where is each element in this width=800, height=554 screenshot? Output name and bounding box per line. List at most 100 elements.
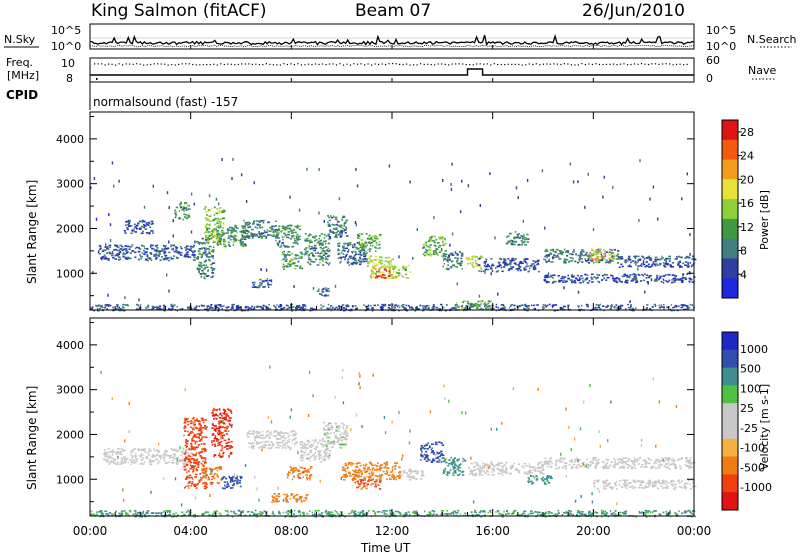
power-cell [197, 268, 200, 270]
power-speckle [354, 221, 357, 224]
power-cell [284, 260, 288, 262]
power-cell [523, 234, 525, 236]
power-cell [515, 268, 518, 270]
velocity-cell [297, 476, 300, 479]
power-cell [512, 266, 515, 268]
velocity-cell [224, 418, 228, 421]
power-cell [342, 216, 345, 219]
velocity-cell [385, 473, 388, 475]
nave-dot [279, 64, 281, 66]
power-speckle [440, 248, 443, 252]
velocity-cell [140, 458, 144, 461]
power-cell [187, 307, 190, 310]
velocity-cell [164, 450, 166, 453]
power-cell [461, 253, 464, 256]
power-cell [376, 235, 378, 238]
power-cell [202, 304, 206, 307]
power-cell [212, 262, 216, 264]
power-speckle [334, 284, 337, 288]
velocity-cell [346, 425, 349, 427]
power-cell [202, 272, 205, 274]
power-cell [267, 221, 270, 223]
power-cell [380, 307, 384, 310]
power-cell [127, 245, 130, 248]
power-cell [564, 248, 566, 251]
velocity-cell [363, 484, 365, 487]
power-cell [563, 261, 567, 264]
power-cell [261, 220, 264, 222]
power-cell [534, 261, 537, 264]
power-cell [609, 254, 611, 256]
velocity-cell [367, 480, 370, 482]
power-cell [691, 281, 694, 283]
nave-dot [574, 64, 576, 66]
power-cell [207, 236, 209, 239]
velocity-cell [156, 454, 158, 456]
power-cell [103, 257, 105, 260]
power-cell [321, 250, 323, 253]
power-speckle [107, 293, 109, 297]
power-cell [616, 262, 620, 264]
power-cell [440, 255, 443, 257]
power-cell [322, 305, 325, 308]
power-cell [472, 256, 474, 259]
power-cell [665, 280, 668, 282]
power-cell [437, 246, 441, 248]
power-cell [184, 254, 186, 256]
power-cell [610, 306, 612, 308]
velocity-cell [315, 446, 318, 448]
power-cell [213, 214, 216, 216]
power-cell [339, 306, 342, 309]
power-cell [322, 264, 324, 266]
velocity-cell [169, 455, 172, 457]
power-cell [573, 281, 577, 284]
velocity-cell [228, 455, 230, 458]
velocity-cell [256, 436, 259, 439]
velocity-cell [220, 456, 223, 458]
power-cell [221, 211, 224, 214]
power-cell [214, 228, 218, 230]
power-cell [164, 250, 166, 253]
velocity-cell [214, 437, 217, 439]
power-cell [617, 278, 621, 280]
power-cell [545, 250, 549, 252]
power-cell [378, 247, 381, 249]
nave-dot [669, 63, 671, 65]
power-cell [611, 249, 614, 251]
power-cell [141, 220, 143, 222]
power-cell [115, 245, 118, 247]
velocity-cell [204, 487, 207, 490]
power-cell [456, 262, 460, 265]
power-cell [259, 284, 263, 286]
power-cell [404, 268, 407, 270]
power-cell [291, 303, 293, 306]
power-cell [359, 260, 361, 263]
power-cell [612, 255, 616, 257]
power-cell [396, 272, 399, 274]
power-cell [597, 259, 601, 262]
power-cell [616, 255, 618, 257]
power-cell [594, 308, 596, 310]
power-cell [386, 277, 389, 279]
power-cell [325, 288, 328, 291]
power-cell [356, 247, 360, 250]
velocity-cell [135, 455, 138, 458]
velocity-cell [228, 417, 231, 419]
power-cell [687, 307, 689, 309]
nave-dot [546, 63, 548, 65]
velocity-cell [172, 459, 174, 462]
velocity-cell [187, 482, 191, 484]
power-cell [208, 256, 211, 258]
velocity-cell [203, 448, 206, 450]
power-cell [216, 222, 219, 224]
velocity-cell [211, 478, 214, 481]
power-cell [569, 256, 572, 259]
velocity-cell [103, 449, 106, 451]
power-cell [675, 279, 678, 281]
power-speckle [456, 282, 458, 286]
power-cell [258, 285, 261, 287]
power-cell [408, 264, 410, 267]
velocity-cell [139, 463, 142, 465]
power-cell [461, 305, 463, 308]
power-cell [168, 251, 171, 254]
